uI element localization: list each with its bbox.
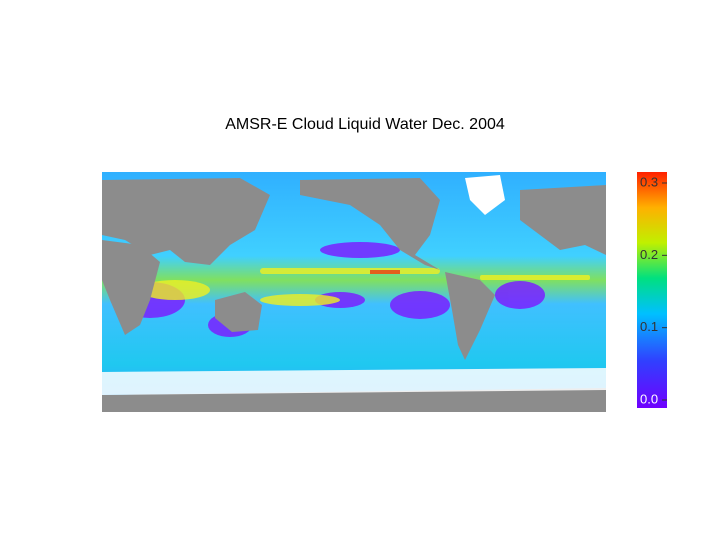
cloud-water-map (102, 172, 606, 412)
sea-ice (102, 368, 606, 395)
colorbar (637, 172, 667, 408)
land (102, 178, 606, 412)
colorbar-tick-label: 0.1 (640, 319, 658, 334)
greenland-ice (465, 175, 505, 215)
colorbar-gradient (637, 172, 667, 408)
colorbar-tick-label: 0.2 (640, 247, 658, 262)
colorbar-tick-label: 0.0 (640, 391, 658, 406)
title: AMSR-E Cloud Liquid Water Dec. 2004 (225, 116, 505, 133)
wet-bands (140, 268, 590, 306)
colorbar-tick-label: 0.3 (640, 174, 658, 189)
